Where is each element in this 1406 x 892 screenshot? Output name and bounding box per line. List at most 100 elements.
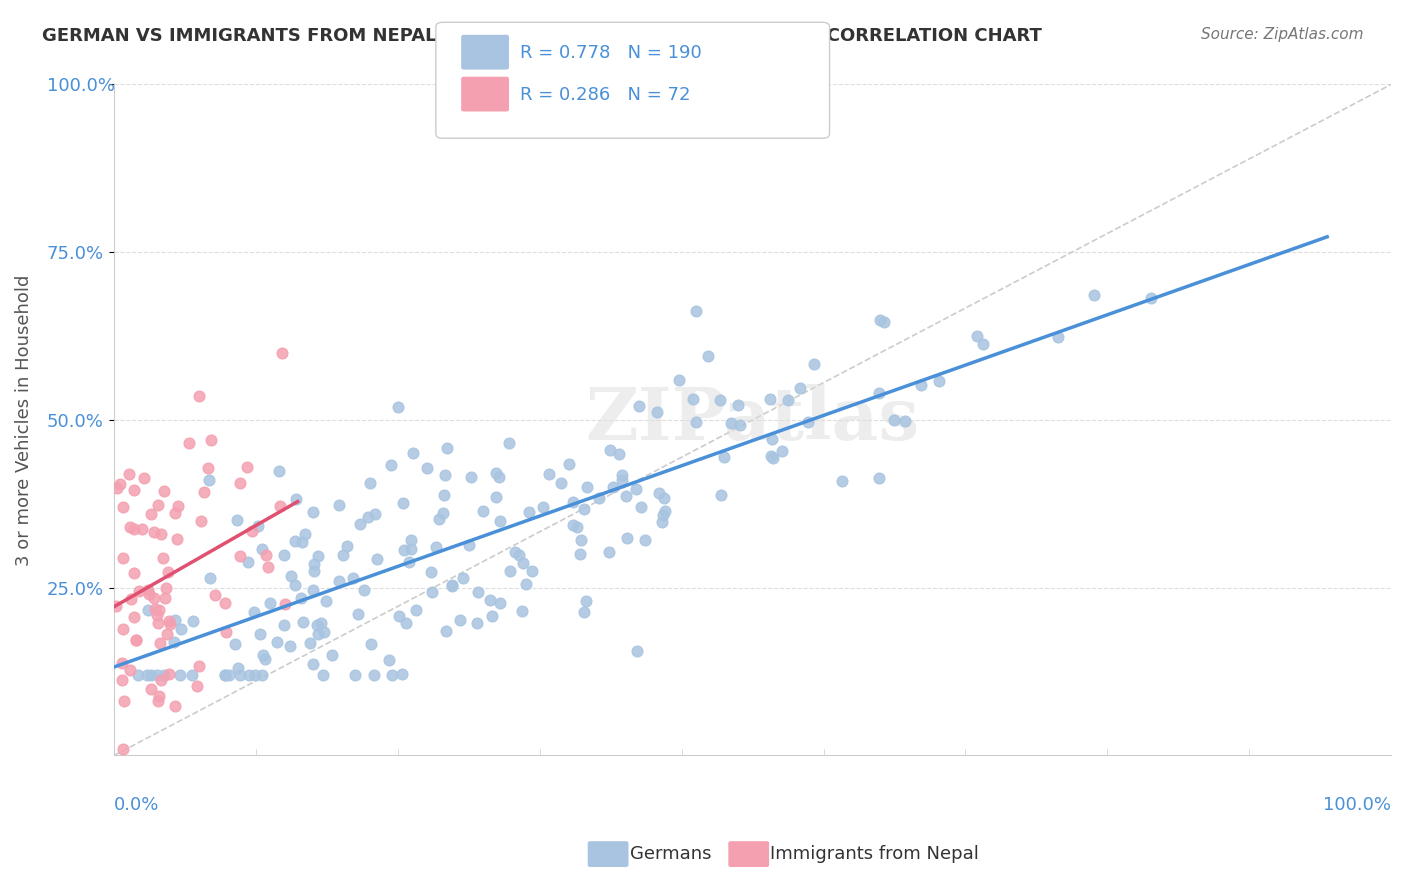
Point bbox=[228, 549, 250, 563]
Point bbox=[187, 659, 209, 673]
Point bbox=[301, 582, 323, 597]
Point bbox=[110, 477, 132, 491]
Point bbox=[284, 534, 307, 549]
Point bbox=[132, 471, 155, 485]
Point bbox=[138, 582, 160, 597]
Point bbox=[148, 499, 170, 513]
Point bbox=[395, 615, 418, 630]
Point bbox=[153, 591, 176, 605]
Point bbox=[229, 668, 252, 682]
Point bbox=[381, 668, 404, 682]
Point bbox=[157, 614, 180, 628]
Point bbox=[873, 315, 896, 329]
Point bbox=[616, 531, 638, 545]
Point bbox=[165, 699, 187, 714]
Point bbox=[425, 540, 447, 554]
Point bbox=[190, 514, 212, 528]
Point bbox=[366, 552, 388, 566]
Point bbox=[146, 694, 169, 708]
Point bbox=[254, 548, 277, 562]
Point bbox=[610, 468, 633, 483]
Text: Source: ZipAtlas.com: Source: ZipAtlas.com bbox=[1201, 27, 1364, 42]
Point bbox=[336, 539, 359, 553]
Text: GERMAN VS IMMIGRANTS FROM NEPAL 3 OR MORE VEHICLES IN HOUSEHOLD CORRELATION CHAR: GERMAN VS IMMIGRANTS FROM NEPAL 3 OR MOR… bbox=[42, 27, 1042, 45]
Point bbox=[894, 414, 917, 428]
Point bbox=[307, 626, 329, 640]
Point bbox=[347, 607, 370, 622]
Point bbox=[436, 441, 458, 455]
Point bbox=[720, 416, 742, 430]
Point bbox=[235, 460, 257, 475]
Point bbox=[599, 443, 621, 458]
Point bbox=[449, 613, 471, 627]
Point bbox=[467, 616, 489, 631]
Point bbox=[499, 565, 522, 579]
Point bbox=[479, 592, 502, 607]
Point bbox=[136, 668, 159, 682]
Point bbox=[685, 303, 707, 318]
Point bbox=[197, 461, 219, 475]
Point bbox=[433, 488, 456, 502]
Point bbox=[770, 443, 793, 458]
Point bbox=[131, 522, 153, 536]
Point bbox=[163, 613, 186, 627]
Point bbox=[269, 499, 291, 513]
Point bbox=[105, 599, 128, 613]
Point bbox=[728, 417, 751, 432]
Point bbox=[569, 533, 592, 547]
Point bbox=[531, 500, 554, 515]
Point bbox=[273, 548, 295, 562]
Point bbox=[488, 470, 510, 484]
Point bbox=[453, 571, 475, 585]
Point bbox=[503, 545, 526, 559]
Point bbox=[266, 635, 288, 649]
Point bbox=[149, 527, 172, 541]
Text: ZIPatlas: ZIPatlas bbox=[585, 384, 920, 456]
Point bbox=[831, 474, 853, 488]
Point bbox=[378, 653, 401, 667]
Point bbox=[146, 668, 169, 682]
Point bbox=[405, 602, 427, 616]
Point bbox=[122, 483, 145, 497]
Point bbox=[267, 465, 290, 479]
Point bbox=[278, 639, 301, 653]
Point bbox=[685, 415, 707, 429]
Point bbox=[112, 694, 135, 708]
Point bbox=[139, 668, 162, 682]
Point bbox=[648, 485, 671, 500]
Point bbox=[485, 466, 508, 480]
Point bbox=[441, 579, 464, 593]
Point bbox=[157, 667, 180, 681]
Point bbox=[198, 473, 221, 487]
Point bbox=[157, 565, 180, 579]
Point bbox=[214, 596, 236, 610]
Point bbox=[434, 624, 457, 638]
Point bbox=[177, 436, 200, 450]
Point bbox=[249, 626, 271, 640]
Point bbox=[259, 597, 281, 611]
Point bbox=[309, 615, 332, 630]
Point bbox=[328, 574, 350, 589]
Point bbox=[363, 668, 385, 682]
Point bbox=[142, 525, 165, 540]
Point bbox=[460, 469, 482, 483]
Point bbox=[156, 627, 179, 641]
Point bbox=[245, 668, 267, 682]
Point bbox=[588, 491, 610, 505]
Point bbox=[138, 586, 160, 600]
Point bbox=[167, 499, 190, 513]
Point bbox=[614, 489, 637, 503]
Point bbox=[349, 517, 371, 532]
Point bbox=[710, 488, 733, 502]
Point bbox=[143, 602, 166, 616]
Text: R = 0.778   N = 190: R = 0.778 N = 190 bbox=[520, 44, 702, 62]
Point bbox=[302, 557, 325, 571]
Point bbox=[111, 657, 134, 671]
Point bbox=[467, 584, 489, 599]
Point bbox=[1140, 291, 1163, 305]
Point bbox=[391, 496, 413, 510]
Point bbox=[111, 673, 134, 687]
Point bbox=[128, 584, 150, 599]
Point bbox=[353, 583, 375, 598]
Point bbox=[304, 565, 326, 579]
